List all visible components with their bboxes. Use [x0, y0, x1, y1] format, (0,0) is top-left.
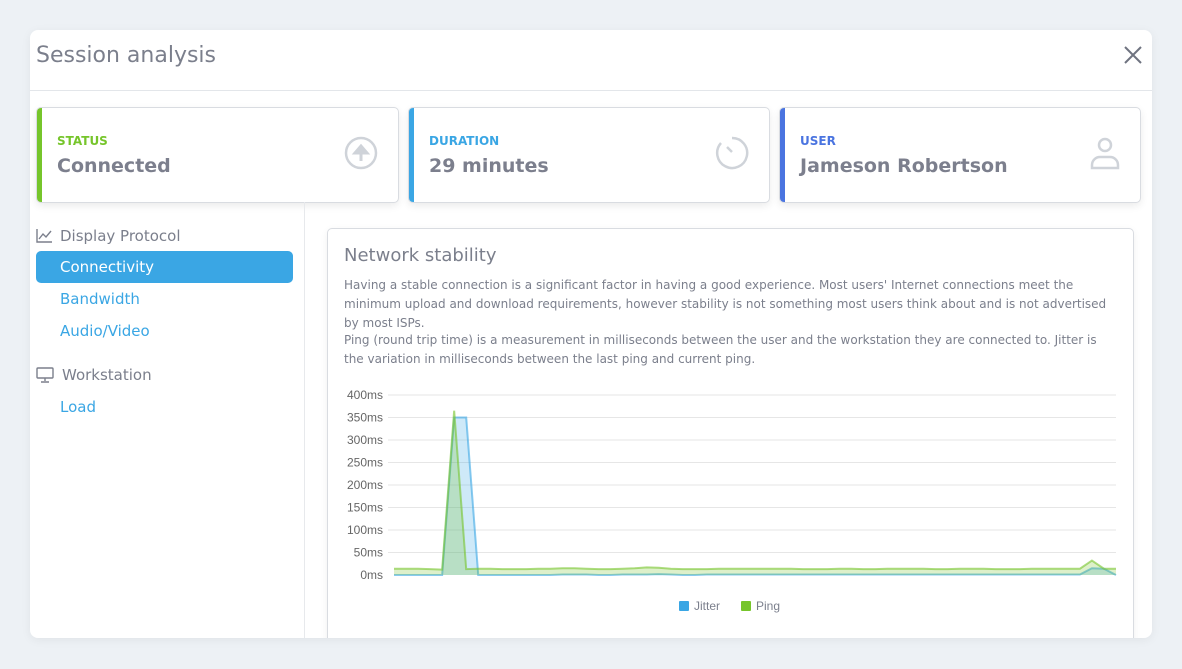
arrow-up-circle-icon [344, 136, 378, 170]
monitor-icon [36, 367, 54, 383]
y-tick-label: 350ms [347, 411, 383, 425]
y-tick-label: 100ms [347, 523, 383, 537]
timer-icon [716, 136, 749, 170]
series-line-ping [394, 410, 1116, 571]
series-area-jitter [394, 417, 1116, 575]
close-icon[interactable] [1122, 44, 1144, 66]
user-value: Jameson Robertson [800, 155, 1008, 177]
section-label: Display Protocol [60, 227, 181, 245]
status-value: Connected [57, 155, 171, 177]
legend-swatch-jitter [679, 601, 689, 611]
sidebar-item-bandwidth[interactable]: Bandwidth [60, 290, 140, 308]
user-card: USER Jameson Robertson [779, 107, 1141, 203]
sidebar-item-connectivity[interactable]: Connectivity [36, 251, 293, 283]
legend-label-jitter: Jitter [694, 599, 720, 613]
y-tick-label: 50ms [354, 546, 383, 560]
status-label: STATUS [57, 134, 108, 148]
session-analysis-modal: Session analysis STATUS Connected DURATI… [30, 30, 1152, 638]
network-stability-panel: Network stability Having a stable connec… [327, 228, 1134, 638]
panel-ping-description: Ping (round trip time) is a measurement … [344, 333, 1097, 366]
user-label: USER [800, 134, 836, 148]
panel-title: Network stability [344, 245, 497, 266]
series-line-jitter [394, 416, 1117, 576]
card-accent [780, 108, 785, 202]
card-accent [409, 108, 414, 202]
panel-description: Having a stable connection is a signific… [344, 278, 1107, 330]
duration-label: DURATION [429, 134, 500, 148]
section-label: Workstation [62, 366, 152, 384]
y-tick-label: 150ms [347, 501, 383, 515]
y-tick-label: 300ms [347, 433, 383, 447]
sidebar-item-load[interactable]: Load [60, 398, 96, 416]
y-tick-label: 400ms [347, 388, 383, 402]
legend-swatch-ping [741, 601, 751, 611]
series-area-ping [394, 410, 1116, 575]
section-display-protocol: Display Protocol [36, 227, 181, 245]
y-tick-label: 250ms [347, 456, 383, 470]
y-tick-label: 0ms [360, 568, 383, 582]
card-accent [37, 108, 42, 202]
modal-title: Session analysis [36, 43, 217, 68]
network-chart: 0ms 50ms 100ms 150ms 200ms 250ms 300ms 350ms 400… [347, 388, 1117, 613]
y-tick-label: 200ms [347, 478, 383, 492]
duration-value: 29 minutes [429, 155, 549, 177]
user-icon [1090, 137, 1120, 170]
line-chart-icon [36, 229, 52, 243]
status-card: STATUS Connected [36, 107, 399, 203]
duration-card: DURATION 29 minutes [408, 107, 770, 203]
sidebar: Display Protocol Connectivity Bandwidth … [30, 202, 305, 638]
section-workstation: Workstation [36, 366, 152, 384]
sidebar-item-audio-video[interactable]: Audio/Video [60, 322, 150, 340]
modal-header: Session analysis [30, 30, 1152, 91]
legend-label-ping: Ping [756, 599, 780, 613]
